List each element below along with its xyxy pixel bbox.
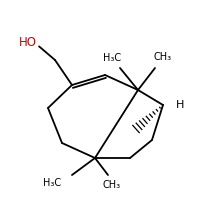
Text: HO: HO (19, 36, 37, 48)
Text: H₃C: H₃C (43, 178, 61, 188)
Text: H: H (176, 100, 184, 110)
Text: CH₃: CH₃ (154, 52, 172, 62)
Text: CH₃: CH₃ (103, 180, 121, 190)
Text: H₃C: H₃C (103, 53, 121, 63)
